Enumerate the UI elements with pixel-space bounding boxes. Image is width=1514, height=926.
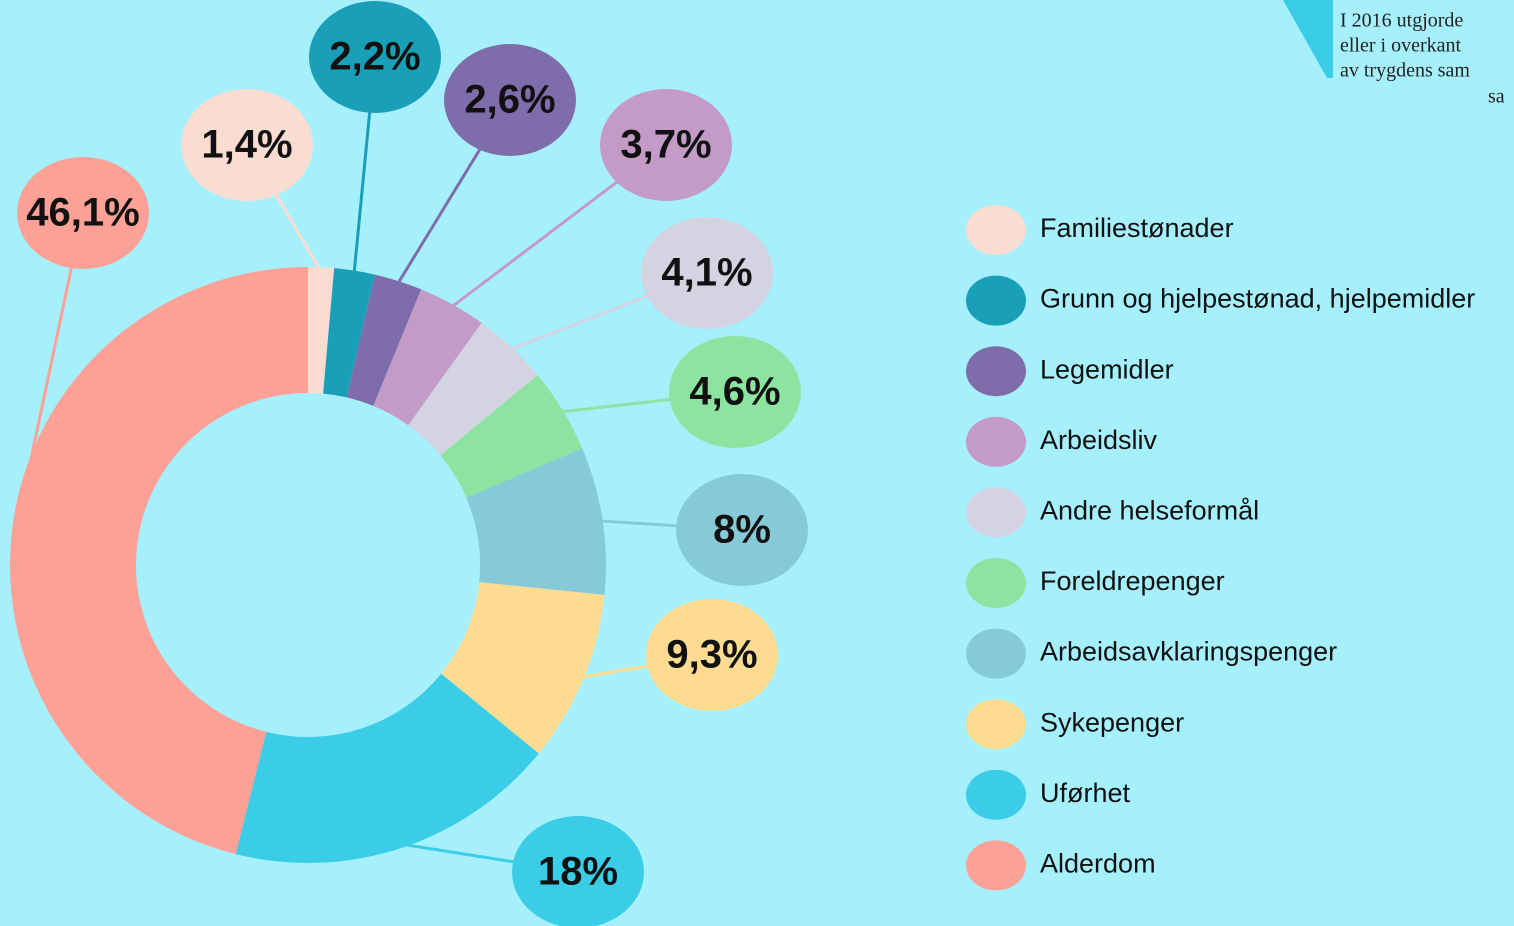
value-label: 4,6% bbox=[689, 370, 780, 414]
label-bubble bbox=[669, 336, 801, 448]
value-label: 46,1% bbox=[26, 191, 139, 235]
value-label: 4,1% bbox=[661, 251, 752, 295]
label-bubble bbox=[641, 217, 773, 329]
label-bubble bbox=[17, 157, 149, 269]
legend-label: Grunn og hjelpestønad, hjelpemidler bbox=[1040, 284, 1475, 314]
label-bubble bbox=[646, 599, 778, 711]
legend-label: Uførhet bbox=[1040, 778, 1131, 808]
slice bbox=[235, 673, 539, 863]
legend-swatch bbox=[966, 840, 1026, 891]
legend-swatch bbox=[966, 487, 1026, 538]
slice bbox=[10, 267, 308, 855]
slice bbox=[346, 274, 422, 406]
legend-swatch bbox=[966, 205, 1026, 255]
label-bubble bbox=[181, 89, 313, 201]
legend-label: Arbeidsliv bbox=[1040, 425, 1158, 455]
note-text: I 2016 utgjorde bbox=[1340, 10, 1463, 32]
label-bubble bbox=[512, 816, 644, 926]
legend-swatch bbox=[966, 416, 1026, 467]
legend-swatch bbox=[966, 346, 1026, 397]
value-label: 8% bbox=[713, 508, 771, 552]
legend-swatch bbox=[966, 275, 1026, 326]
legend-label: Alderdom bbox=[1040, 849, 1156, 879]
slice bbox=[440, 375, 583, 498]
legend-swatch bbox=[966, 769, 1026, 820]
label-bubble bbox=[309, 1, 441, 113]
legend-label: Arbeidsavklaringspenger bbox=[1040, 637, 1337, 667]
value-label: 2,6% bbox=[464, 78, 555, 122]
value-label: 9,3% bbox=[666, 633, 757, 677]
label-bubble bbox=[444, 44, 576, 156]
legend-label: Sykepenger bbox=[1040, 707, 1184, 737]
label-bubble bbox=[676, 474, 808, 586]
slice bbox=[408, 322, 538, 456]
value-label: 3,7% bbox=[620, 123, 711, 167]
legend-label: Familiestønader bbox=[1040, 213, 1234, 243]
slice bbox=[466, 448, 606, 595]
legend-label: Andre helseformål bbox=[1040, 496, 1259, 526]
note-pointer bbox=[1283, 0, 1333, 78]
label-bubble bbox=[600, 89, 732, 201]
note-text: sa bbox=[1488, 86, 1505, 108]
legend-label: Legemidler bbox=[1040, 354, 1174, 384]
slice bbox=[373, 289, 482, 426]
slice bbox=[441, 582, 605, 754]
value-label: 18% bbox=[538, 850, 618, 894]
note-text: eller i overkant bbox=[1340, 35, 1461, 57]
legend-label: Foreldrepenger bbox=[1040, 566, 1225, 596]
value-label: 2,2% bbox=[329, 35, 420, 79]
legend-swatch bbox=[966, 699, 1026, 750]
value-label: 1,4% bbox=[201, 123, 292, 167]
slice bbox=[308, 267, 335, 394]
legend-swatch bbox=[966, 558, 1026, 608]
note-text: av trygdens sam bbox=[1340, 60, 1470, 82]
slice bbox=[323, 268, 375, 398]
legend-swatch bbox=[966, 628, 1026, 679]
